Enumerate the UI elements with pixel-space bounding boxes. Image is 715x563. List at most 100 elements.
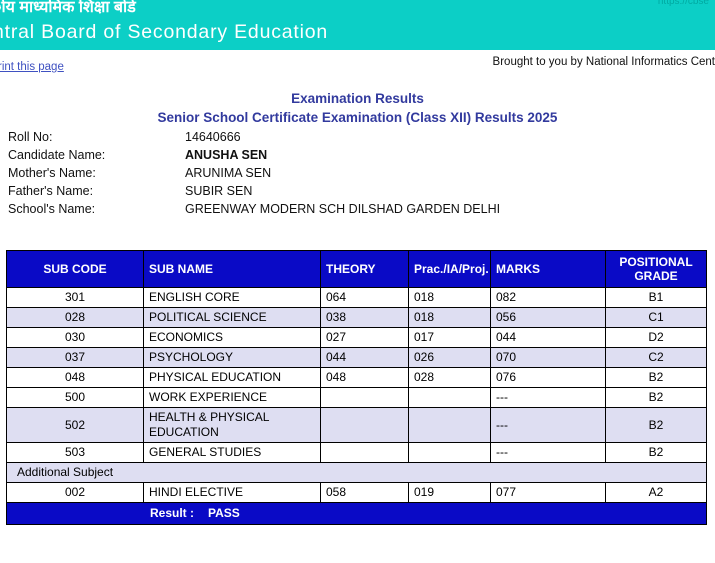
cell-theory: 064 [320,287,409,308]
cell-theory: 044 [320,347,409,368]
board-name-hindi: ीय माध्यमिक शिक्षा बोर्ड [0,0,136,16]
cell-name: PSYCHOLOGY [143,347,321,368]
rollno-label: Roll No: [8,130,53,144]
board-name-english: ntral Board of Secondary Education [0,21,329,43]
col-header-theory: THEORY [320,250,409,288]
cell-code: 502 [6,407,144,443]
col-header-sub-name: SUB NAME [143,250,321,288]
cell-code: 048 [6,367,144,388]
cell-theory [320,387,409,408]
candidate-name-label: Candidate Name: [8,148,106,162]
table-row: 028 POLITICAL SCIENCE 038 018 056 C1 [6,307,707,328]
cell-grade: B1 [605,287,707,308]
col-header-marks: MARKS [490,250,606,288]
cell-grade: C2 [605,347,707,368]
table-row: 037 PSYCHOLOGY 044 026 070 C2 [6,347,707,368]
cell-grade: A2 [605,482,707,503]
cell-marks: 070 [490,347,606,368]
cell-prac [408,407,491,443]
cell-theory [320,442,409,463]
cell-marks: --- [490,442,606,463]
rollno-value: 14640666 [185,130,241,144]
title-line2: Senior School Certificate Examination (C… [157,110,558,125]
cell-marks: 044 [490,327,606,348]
cell-name: POLITICAL SCIENCE [143,307,321,328]
info-row-father-name: Father's Name: SUBIR SEN [8,182,500,200]
candidate-name-value: ANUSHA SEN [185,148,268,162]
cell-theory: 048 [320,367,409,388]
cell-theory: 027 [320,327,409,348]
mother-name-label: Mother's Name: [8,166,96,180]
table-row: 301 ENGLISH CORE 064 018 082 B1 [6,287,707,308]
cell-code: 030 [6,327,144,348]
cell-grade: C1 [605,307,707,328]
info-row-rollno: Roll No: 14640666 [8,128,500,146]
cell-prac: 018 [408,287,491,308]
father-name-label: Father's Name: [8,184,94,198]
info-row-mother-name: Mother's Name: ARUNIMA SEN [8,164,500,182]
cell-marks: 076 [490,367,606,388]
table-row: 503 GENERAL STUDIES --- B2 [6,442,707,463]
cell-code: 500 [6,387,144,408]
cell-code: 503 [6,442,144,463]
school-name-label: School's Name: [8,202,96,216]
cell-grade: B2 [605,442,707,463]
cell-prac: 028 [408,367,491,388]
cell-prac: 017 [408,327,491,348]
candidate-info: Roll No: 14640666 Candidate Name: ANUSHA… [8,128,500,218]
table-row: 002 HINDI ELECTIVE 058 019 077 A2 [6,482,707,503]
cell-prac: 019 [408,482,491,503]
cell-name: HEALTH & PHYSICAL EDUCATION [143,407,321,443]
cell-code: 002 [6,482,144,503]
print-page-link[interactable]: rint this page [0,61,64,73]
cell-grade: B2 [605,407,707,443]
cell-prac [408,387,491,408]
cell-code: 037 [6,347,144,368]
col-header-prac: Prac./IA/Proj. [408,250,491,288]
cell-marks: 056 [490,307,606,328]
cell-code: 028 [6,307,144,328]
cell-marks: --- [490,387,606,408]
cell-marks: --- [490,407,606,443]
partial-url-text: https://cbse [657,0,709,7]
cell-grade: B2 [605,387,707,408]
cell-grade: D2 [605,327,707,348]
cell-theory: 058 [320,482,409,503]
table-row: 502 HEALTH & PHYSICAL EDUCATION --- B2 [6,407,707,443]
cell-theory: 038 [320,307,409,328]
info-row-school-name: School's Name: GREENWAY MODERN SCH DILSH… [8,200,500,218]
col-header-sub-code: SUB CODE [6,250,144,288]
table-header-row: SUB CODE SUB NAME THEORY Prac./IA/Proj. … [6,250,707,288]
cell-grade: B2 [605,367,707,388]
cell-name: ENGLISH CORE [143,287,321,308]
page-title: Examination Results Senior School Certif… [0,89,715,127]
mother-name-value: ARUNIMA SEN [185,166,272,180]
cell-theory [320,407,409,443]
results-table: SUB CODE SUB NAME THEORY Prac./IA/Proj. … [6,250,707,525]
info-row-candidate-name: Candidate Name: ANUSHA SEN [8,146,500,164]
cell-name: ECONOMICS [143,327,321,348]
cell-marks: 082 [490,287,606,308]
father-name-value: SUBIR SEN [185,184,253,198]
table-row: 048 PHYSICAL EDUCATION 048 028 076 B2 [6,367,707,388]
cell-name: GENERAL STUDIES [143,442,321,463]
additional-subject-section-row: Additional Subject [6,462,707,483]
title-line1: Examination Results [291,91,424,106]
cell-code: 301 [6,287,144,308]
table-row: 500 WORK EXPERIENCE --- B2 [6,387,707,408]
cell-prac [408,442,491,463]
result-value: PASS [208,506,240,520]
header-banner: ीय माध्यमिक शिक्षा बोर्ड ntral Board of … [0,0,715,50]
cell-prac: 018 [408,307,491,328]
result-row: Result : PASS [6,502,707,525]
col-header-positional-grade: POSITIONAL GRADE [605,250,707,288]
results-table-container: SUB CODE SUB NAME THEORY Prac./IA/Proj. … [6,250,707,525]
brought-by-text: Brought to you by National Informatics C… [492,56,715,68]
cell-name: HINDI ELECTIVE [143,482,321,503]
cell-name: PHYSICAL EDUCATION [143,367,321,388]
additional-subject-label: Additional Subject [6,462,707,483]
result-cell: Result : PASS [6,502,707,525]
table-row: 030 ECONOMICS 027 017 044 D2 [6,327,707,348]
result-label: Result : [150,506,195,520]
cell-prac: 026 [408,347,491,368]
